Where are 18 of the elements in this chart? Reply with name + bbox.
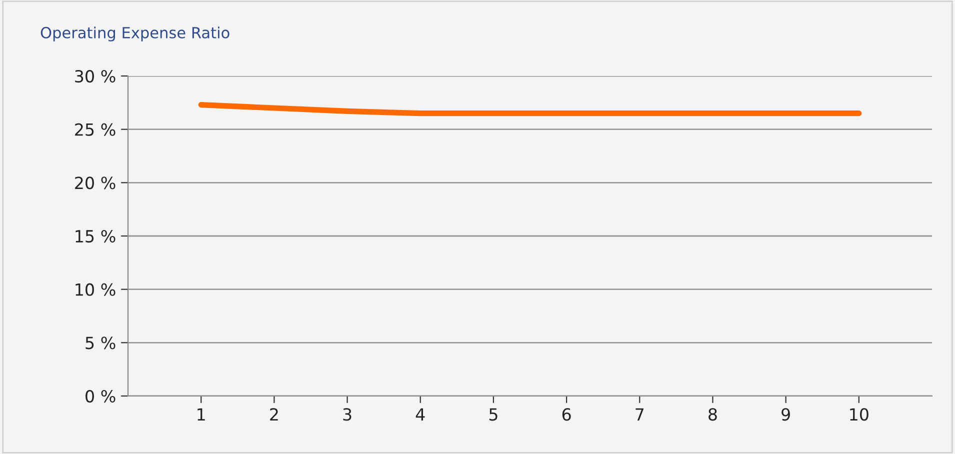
x-tick-label: 5	[489, 408, 498, 421]
x-tick-label: 2	[270, 408, 278, 420]
y-tick-label: 0 %	[86, 390, 116, 403]
x-tick-label: 9	[782, 408, 790, 421]
x-tick-label: 7	[636, 408, 644, 420]
y-tick-label: 20 %	[75, 176, 116, 190]
y-tick-label: 15 %	[76, 230, 116, 243]
y-tick-label: 10 %	[76, 283, 116, 296]
x-tick-label: 1	[198, 408, 205, 420]
y-tick-label: 5 %	[86, 336, 116, 350]
chart-title: Operating Expense Ratio	[40, 26, 230, 42]
x-tick-label: 10	[850, 408, 868, 421]
y-tick-label: 30 %	[75, 70, 116, 83]
x-tick-label: 3	[343, 408, 352, 421]
x-tick-label: 8	[708, 408, 717, 421]
x-tick-label: 6	[562, 408, 571, 421]
y-tick-label: 25 %	[75, 123, 116, 136]
x-tick-label: 4	[416, 408, 425, 420]
